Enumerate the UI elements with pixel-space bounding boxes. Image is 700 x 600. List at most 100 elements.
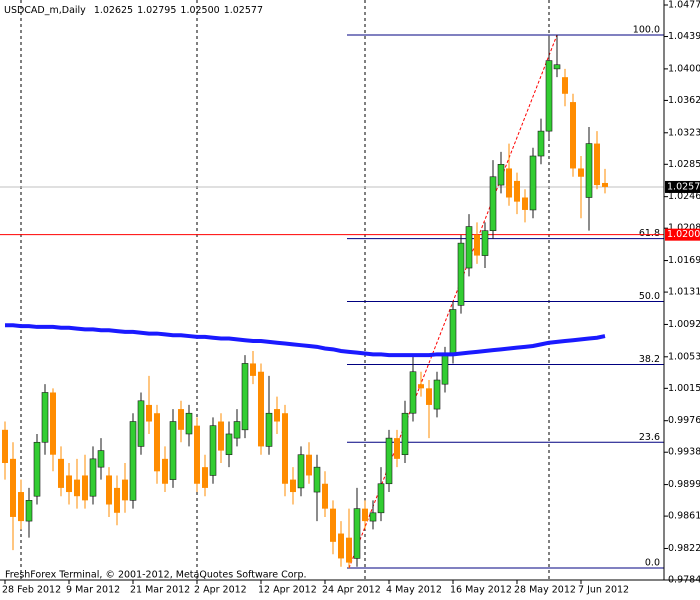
fibo-label: 61.8 [639,228,660,239]
candle-body [522,197,528,210]
plot: 0.0 23.6 38.2 50.0 61.8 100.0 [0,25,664,569]
footer: FreshForex Terminal, © 2001-2012, MetaQu… [5,570,307,581]
candle-body [265,412,273,447]
candle-body [202,467,208,488]
candle-body [465,226,473,269]
candle-body [58,458,64,488]
candle-body [25,500,33,522]
candle-body [114,487,120,513]
symbol: USDCAD_m,Daily [4,5,86,16]
candle-body [218,421,224,451]
fibo-label: 100.0 [633,25,660,36]
x-tick-label: 16 May 2012 [450,585,512,596]
candle-body [401,412,409,456]
candle-body [313,466,321,493]
header: USDCAD_m,Daily 1.02625 1.02795 1.02500 1.025… [4,5,263,16]
candle-body [449,309,457,356]
low-value: 1.02500 [180,5,219,16]
candle-body [10,458,16,517]
candle-body [594,143,600,186]
y-tick-label: 1.04000 [668,63,700,74]
candle-body [225,433,233,456]
y-tick-label: 1.03230 [668,127,700,138]
candle-body [250,363,256,376]
candle-body [514,180,520,202]
candle-body [585,143,593,198]
y-tick-label: 1.01690 [668,255,700,266]
candle-body [89,458,97,497]
candle-body [233,421,241,439]
price-tag [665,180,700,193]
candle-body [209,425,217,476]
candle-body [570,102,576,169]
candle-body [497,164,505,186]
fibo-label: 0.0 [645,558,660,569]
y-tick-label: 0.97840 [668,575,700,586]
x-tick-label: 24 Apr 2012 [322,585,381,596]
candle-body [297,454,305,489]
candle-body [162,458,168,484]
x-tick-label: 2 Apr 2012 [194,585,247,596]
x-tick-label: 9 Mar 2012 [66,585,120,596]
candle-body [553,64,561,70]
candle-body [282,413,288,484]
fibo-label: 23.6 [639,432,660,443]
x-tick-label: 21 Mar 2012 [130,585,190,596]
candle-body [274,409,280,422]
candle-body [169,421,177,480]
candle-body [146,404,152,422]
candle-body [50,392,56,455]
candle-body [385,437,393,485]
candle-body [338,533,344,559]
candle-body [82,475,88,501]
y-tick-label: 1.04770 [668,0,700,11]
y-tick-label: 1.02460 [668,191,700,202]
candle-body [369,512,377,522]
candle-body [97,450,105,468]
candle-body [122,479,128,501]
fibo-label: 38.2 [639,354,660,365]
candle-body [377,483,385,514]
candle-body [41,392,49,443]
candle-body [353,508,361,559]
candle-body [194,425,200,484]
price-tag [665,228,700,241]
x-tick-label: 7 Jun 2012 [578,585,629,596]
candle-body [154,413,160,472]
close-value: 1.02577 [224,5,263,16]
candle-body [306,454,312,476]
candle-body [562,77,568,94]
candle-body [33,441,41,497]
candle-body [322,483,328,509]
candle-body [290,479,296,493]
candle-body [66,475,72,493]
candle-body [330,508,336,542]
open-value: 1.02625 [94,5,133,16]
y-tick-label: 1.02850 [668,159,700,170]
x-tick-label: 12 Apr 2012 [258,585,317,596]
candle-body [474,234,480,256]
candle-body [106,475,112,505]
high-value: 1.02795 [137,5,176,16]
candle-body [545,60,553,132]
y-tick-label: 1.04390 [668,31,700,42]
candle-body [537,130,545,157]
candle-body [137,400,145,447]
x-tick-label: 4 May 2012 [386,585,442,596]
candle-body [409,371,417,414]
x-tick-label: 28 May 2012 [514,585,576,596]
price-tag-label: 1.02002 [667,229,700,240]
candle-body [258,371,264,447]
candle-body [185,412,193,435]
candle-body [457,242,465,306]
candle-body [74,479,80,497]
candle-body [178,409,184,430]
y-tick-label: 1.00920 [668,319,700,330]
